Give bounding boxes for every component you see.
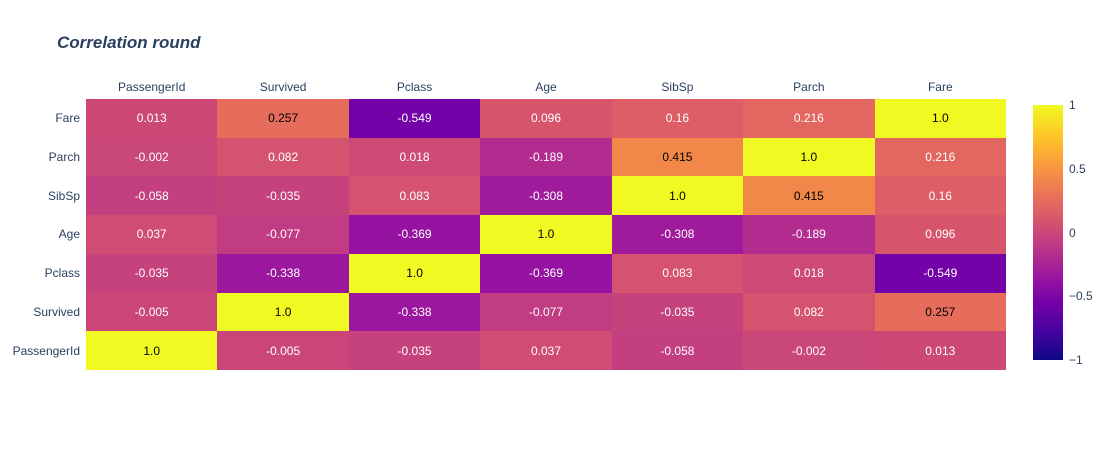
heatmap-cell-age-survived: -0.077 bbox=[217, 215, 349, 254]
heatmap-cell-age-parch: -0.189 bbox=[743, 215, 875, 254]
y-axis-label-survived: Survived bbox=[33, 304, 80, 319]
chart-title: Correlation round bbox=[57, 33, 201, 52]
heatmap-cell-parch-pclass: 0.018 bbox=[348, 137, 481, 177]
heatmap-cell-parch-parch: 1.0 bbox=[743, 137, 875, 177]
heatmap-cell-pclass-age: -0.369 bbox=[480, 253, 612, 293]
x-axis-label-parch: Parch bbox=[793, 80, 825, 94]
colorbar: 1 0.5 0 −0.5 −1 bbox=[1033, 98, 1093, 367]
colorbar-tick-label: 0.5 bbox=[1069, 161, 1086, 176]
y-axis-label-sibsp: SibSp bbox=[47, 188, 80, 203]
colorbar-tick-label: 1 bbox=[1069, 98, 1076, 112]
y-axis-label-parch: Parch bbox=[48, 150, 80, 165]
colorbar-tick-label: −0.5 bbox=[1069, 289, 1093, 304]
heatmap-cell-pclass-sibsp: 0.083 bbox=[611, 253, 744, 293]
y-axis-labels: Fare Parch SibSp Age Pclass Survived Passenger… bbox=[0, 99, 80, 370]
heatmap-cell-survived-pclass: -0.338 bbox=[348, 292, 481, 332]
heatmap-cell-parch-age: -0.189 bbox=[480, 137, 612, 177]
heatmap-cell-passengerid-passengerid: 1.0 bbox=[86, 331, 218, 370]
heatmap-cell-sibsp-pclass: 0.083 bbox=[348, 176, 481, 216]
heatmap-cell-fare-sibsp: 0.16 bbox=[611, 99, 744, 138]
heatmap-cell-survived-survived: 1.0 bbox=[217, 292, 349, 332]
heatmap-plot-area[interactable]: 0.013 0.257 -0.549 0.096 0.16 0.216 1.0 -0.002 0… bbox=[86, 99, 1006, 370]
y-axis-label-pclass: Pclass bbox=[44, 266, 80, 281]
heatmap-cell-parch-fare: 0.216 bbox=[874, 137, 1006, 177]
heatmap-cell-age-age: 1.0 bbox=[480, 215, 612, 254]
heatmap-cell-age-passengerid: 0.037 bbox=[86, 215, 218, 254]
heatmap-cell-fare-age: 0.096 bbox=[480, 99, 612, 138]
x-axis-label-passengerid: PassengerId bbox=[118, 80, 186, 94]
x-axis-label-age: Age bbox=[535, 80, 557, 94]
heatmap-cell-sibsp-parch: 0.415 bbox=[743, 176, 875, 216]
heatmap-cell-sibsp-fare: 0.16 bbox=[874, 176, 1006, 216]
heatmap-cell-survived-fare: 0.257 bbox=[874, 292, 1006, 332]
heatmap-cell-sibsp-passengerid: -0.058 bbox=[86, 176, 218, 216]
colorbar-gradient bbox=[1033, 105, 1063, 360]
heatmap-cell-survived-sibsp: -0.035 bbox=[611, 292, 744, 332]
heatmap-cell-parch-passengerid: -0.002 bbox=[86, 137, 218, 177]
heatmap-cell-fare-pclass: -0.549 bbox=[348, 99, 481, 138]
heatmap-cell-fare-fare: 1.0 bbox=[874, 99, 1006, 138]
y-axis-label-age: Age bbox=[58, 227, 80, 242]
heatmap-cell-sibsp-sibsp: 1.0 bbox=[611, 176, 744, 216]
heatmap-cell-passengerid-fare: 0.013 bbox=[874, 331, 1006, 370]
x-axis-label-sibsp: SibSp bbox=[661, 80, 694, 94]
heatmap-cell-passengerid-parch: -0.002 bbox=[743, 331, 875, 370]
heatmap-cell-passengerid-pclass: -0.035 bbox=[348, 331, 481, 370]
x-axis-label-pclass: Pclass bbox=[396, 80, 433, 94]
heatmap-cell-age-fare: 0.096 bbox=[874, 215, 1006, 254]
heatmap-cell-pclass-survived: -0.338 bbox=[217, 253, 349, 293]
heatmap-cell-fare-survived: 0.257 bbox=[217, 99, 349, 138]
heatmap-cell-parch-survived: 0.082 bbox=[217, 137, 349, 177]
heatmap-cell-pclass-passengerid: -0.035 bbox=[86, 253, 218, 293]
heatmap-cell-survived-age: -0.077 bbox=[480, 292, 612, 332]
heatmap-cell-pclass-pclass: 1.0 bbox=[348, 253, 481, 293]
x-axis-label-fare: Fare bbox=[927, 80, 953, 94]
heatmap-cell-survived-passengerid: -0.005 bbox=[86, 292, 218, 332]
heatmap-cell-pclass-parch: 0.018 bbox=[743, 253, 875, 293]
heatmap-cell-age-sibsp: -0.308 bbox=[611, 215, 744, 254]
heatmap-cell-sibsp-survived: -0.035 bbox=[217, 176, 349, 216]
colorbar-tick-label: −1 bbox=[1069, 353, 1083, 367]
heatmap-cell-passengerid-survived: -0.005 bbox=[217, 331, 349, 370]
heatmap-cell-age-pclass: -0.369 bbox=[348, 215, 481, 254]
heatmap-cell-fare-parch: 0.216 bbox=[743, 99, 875, 138]
heatmap-cell-parch-sibsp: 0.415 bbox=[611, 137, 744, 177]
heatmap-cell-pclass-fare: -0.549 bbox=[874, 253, 1006, 293]
heatmap-cell-survived-parch: 0.082 bbox=[743, 292, 875, 332]
heatmap-cell-sibsp-age: -0.308 bbox=[480, 176, 612, 216]
colorbar-tick-label: 0 bbox=[1069, 225, 1076, 240]
y-axis-label-passengerid: PassengerId bbox=[12, 343, 80, 358]
x-axis-label-survived: Survived bbox=[259, 80, 307, 94]
heatmap-cell-passengerid-sibsp: -0.058 bbox=[611, 331, 744, 370]
x-axis-labels: PassengerId Survived Pclass Age SibSp Parch Fa… bbox=[86, 79, 1006, 95]
y-axis-label-fare: Fare bbox=[55, 111, 80, 126]
heatmap-cell-passengerid-age: 0.037 bbox=[480, 331, 612, 370]
heatmap-cell-fare-passengerid: 0.013 bbox=[86, 99, 218, 138]
